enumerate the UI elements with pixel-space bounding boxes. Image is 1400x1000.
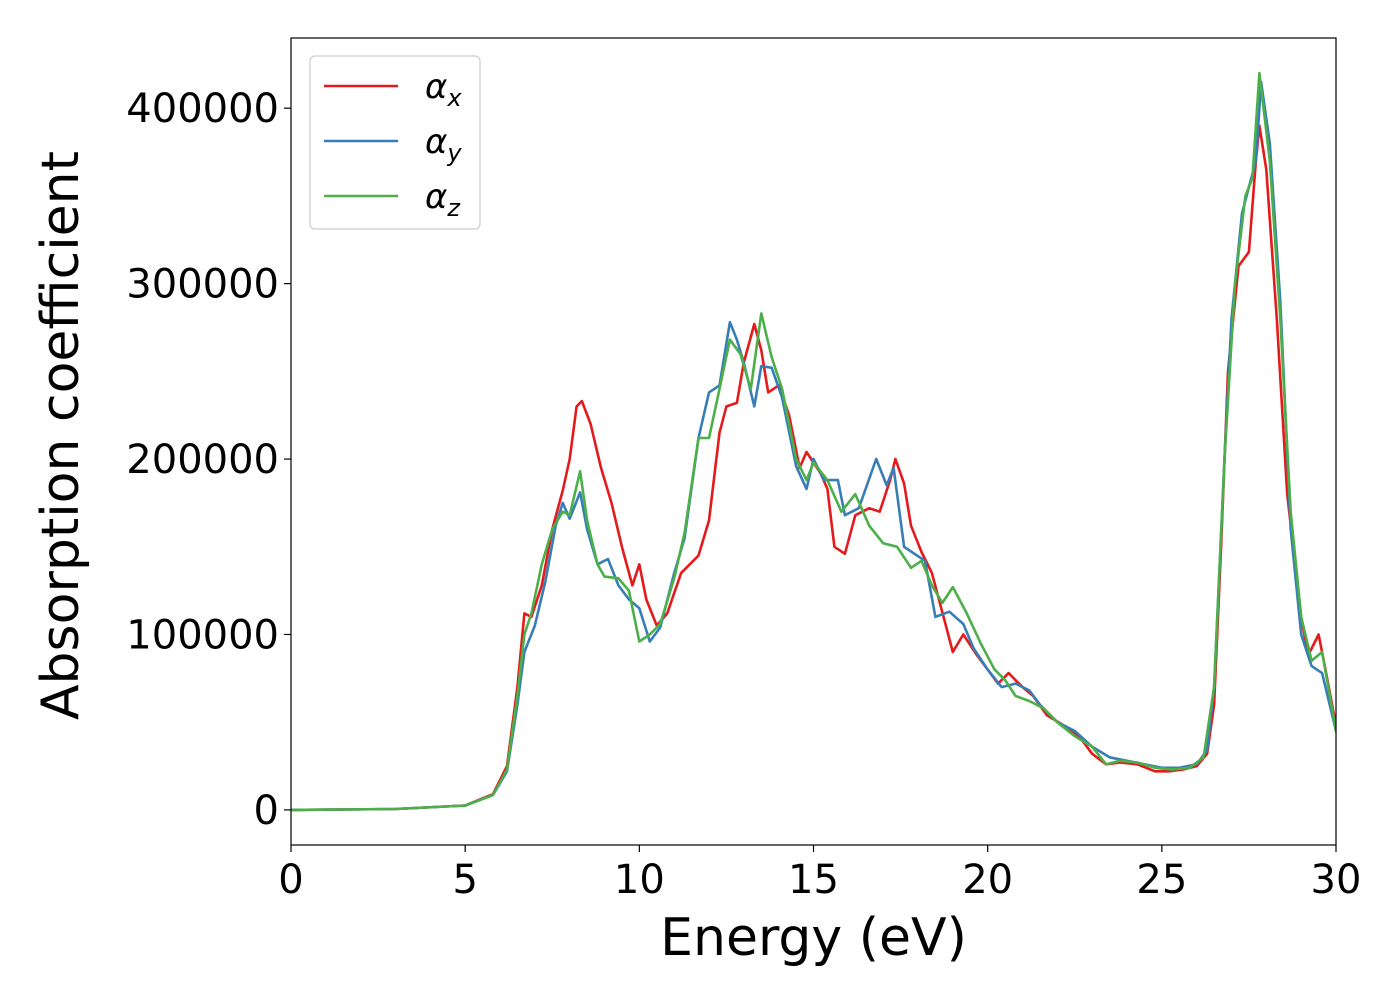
plot-lines bbox=[291, 71, 1336, 812]
y-axis-ticks: 0 100000 200000 300000 400000 bbox=[126, 86, 291, 834]
y-tick-label: 100000 bbox=[126, 612, 279, 658]
x-tick-label: 10 bbox=[614, 857, 665, 903]
x-tick-label: 30 bbox=[1311, 857, 1362, 903]
series-line-z bbox=[291, 71, 1336, 812]
x-tick-label: 20 bbox=[962, 857, 1013, 903]
legend-label-x: αx bbox=[425, 67, 462, 112]
x-axis-ticks: 0 5 10 15 20 25 30 bbox=[278, 845, 1361, 903]
x-tick-label: 15 bbox=[788, 857, 839, 903]
y-tick-label: 0 bbox=[254, 788, 279, 834]
x-tick-label: 0 bbox=[278, 857, 303, 903]
y-tick-label: 400000 bbox=[126, 86, 279, 132]
x-tick-label: 5 bbox=[452, 857, 477, 903]
series-line-x bbox=[291, 124, 1336, 812]
y-axis-title: Absorption coefficient bbox=[31, 151, 91, 720]
legend-box bbox=[309, 55, 481, 230]
legend-label-y: αy bbox=[425, 122, 462, 167]
x-axis-title: Energy (eV) bbox=[660, 908, 967, 968]
x-tick-label: 25 bbox=[1136, 857, 1187, 903]
y-tick-label: 300000 bbox=[126, 262, 279, 308]
y-tick-label: 200000 bbox=[126, 437, 279, 483]
